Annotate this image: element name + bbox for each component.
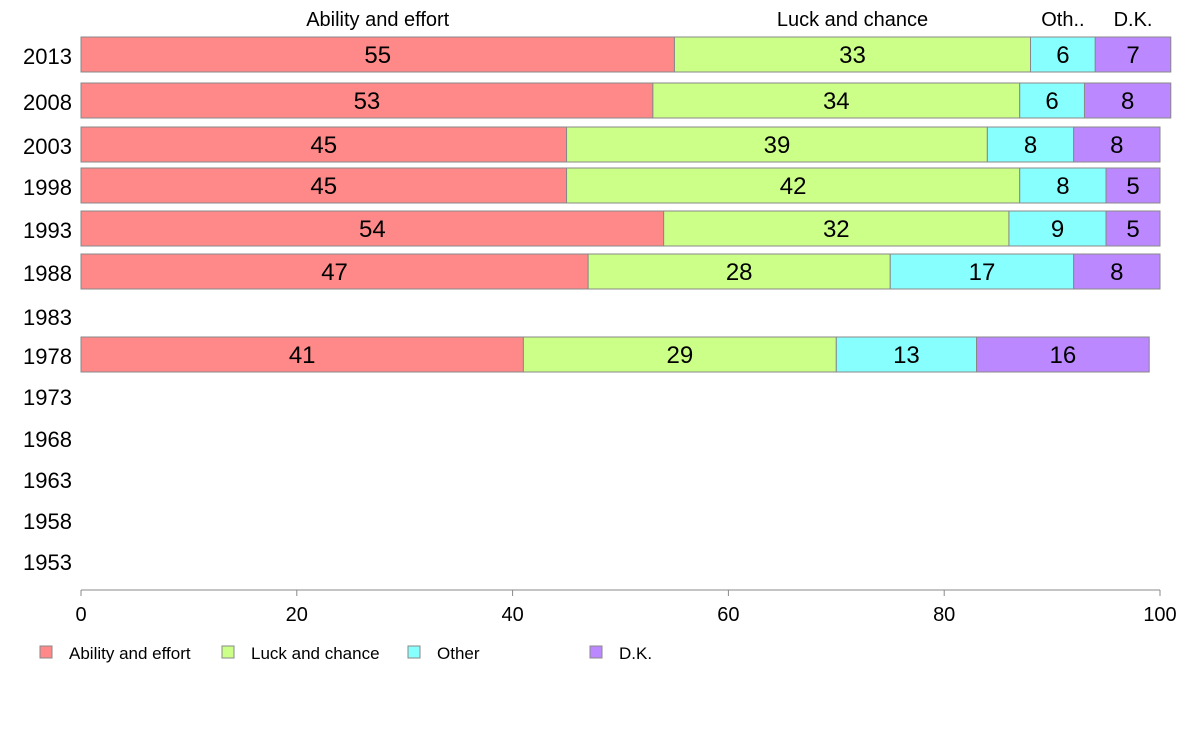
value-label-1988-ability-and-effort: 47: [321, 259, 348, 286]
top-label-luck-and-chance: Luck and chance: [777, 9, 928, 31]
bar-1988-other: [889, 253, 1075, 290]
value-label-2003-luck-and-chance: 39: [764, 132, 791, 159]
value-label-1978-d-k: 16: [1050, 342, 1077, 369]
value-label-1993-other: 9: [1051, 216, 1064, 243]
x-tick-label-0: 0: [75, 604, 86, 626]
top-label-other: Oth..: [1041, 9, 1084, 31]
bar-1978-ability-and-effort: [80, 336, 524, 373]
bar-1993-luck-and-chance: [663, 210, 1010, 247]
x-axis: 0 20 40 60 80 100: [75, 589, 1177, 626]
bar-2003-luck-and-chance: [566, 126, 988, 163]
bar-1978-d-k: [976, 336, 1150, 373]
y-tick-label-1968: 1968: [23, 427, 72, 452]
bar-2008-ability-and-effort: [80, 82, 654, 119]
x-tick-label-20: 20: [286, 604, 308, 626]
value-label-2003-ability-and-effort: 45: [310, 132, 337, 159]
value-label-1988-luck-and-chance: 28: [726, 259, 753, 286]
bar-1993-other: [1008, 210, 1107, 247]
top-label-ability-and-effort: Ability and effort: [306, 9, 449, 31]
y-tick-label-2008: 2008: [23, 90, 72, 115]
legend-label-luck-and-chance: Luck and chance: [251, 644, 380, 663]
bar-1993-d-k: [1105, 210, 1161, 247]
y-tick-label-1993: 1993: [23, 218, 72, 243]
value-label-1993-luck-and-chance: 32: [823, 216, 850, 243]
legend-swatch-other: [407, 645, 421, 659]
value-label-1988-other: 17: [969, 259, 996, 286]
value-label-2003-d-k: 8: [1110, 132, 1123, 159]
bar-1998-luck-and-chance: [566, 167, 1021, 204]
bar-2013-ability-and-effort: [80, 36, 675, 73]
y-tick-label-2003: 2003: [23, 134, 72, 159]
bar-1993-ability-and-effort: [80, 210, 665, 247]
value-label-1978-other: 13: [893, 342, 920, 369]
legend-swatch-d-k: [589, 645, 603, 659]
y-tick-label-1983: 1983: [23, 305, 72, 330]
value-label-1993-ability-and-effort: 54: [359, 216, 386, 243]
value-label-1998-d-k: 5: [1126, 173, 1139, 200]
bar-2003-d-k: [1073, 126, 1161, 163]
y-tick-label-1973: 1973: [23, 385, 72, 410]
bar-1988-ability-and-effort: [80, 253, 589, 290]
bar-1998-d-k: [1105, 167, 1161, 204]
y-tick-label-1978: 1978: [23, 344, 72, 369]
value-label-2008-other: 6: [1045, 88, 1058, 115]
legend: Ability and effort Luck and chance Other D.…: [39, 644, 652, 663]
legend-label-d-k: D.K.: [619, 644, 652, 663]
value-label-2008-d-k: 8: [1121, 88, 1134, 115]
value-label-2013-other: 6: [1056, 42, 1069, 69]
y-tick-label-2013: 2013: [23, 44, 72, 69]
legend-swatch-luck-and-chance: [221, 645, 235, 659]
value-label-1998-other: 8: [1056, 173, 1069, 200]
value-label-2013-d-k: 7: [1126, 42, 1139, 69]
value-label-1998-ability-and-effort: 45: [310, 173, 337, 200]
y-tick-label-1963: 1963: [23, 468, 72, 493]
x-tick-label-60: 60: [717, 604, 739, 626]
value-label-1993-d-k: 5: [1126, 216, 1139, 243]
y-axis-labels: 2013 2008 2003 1998 1993 1988 1983 1978 1973 1968…: [23, 44, 72, 575]
bar-segments: [80, 36, 1172, 373]
bar-1998-ability-and-effort: [80, 167, 568, 204]
bar-2013-luck-and-chance: [673, 36, 1032, 73]
legend-swatch-ability-and-effort: [39, 645, 53, 659]
y-tick-label-1958: 1958: [23, 509, 72, 534]
y-tick-label-1998: 1998: [23, 175, 72, 200]
x-tick-label-100: 100: [1143, 604, 1176, 626]
bar-2003-ability-and-effort: [80, 126, 568, 163]
bar-2008-other: [1019, 82, 1085, 119]
value-label-1988-d-k: 8: [1110, 259, 1123, 286]
legend-label-other: Other: [437, 644, 480, 663]
x-tick-label-40: 40: [501, 604, 523, 626]
top-label-d-k: D.K.: [1114, 9, 1153, 31]
value-label-2013-luck-and-chance: 33: [839, 42, 866, 69]
bar-1988-d-k: [1073, 253, 1161, 290]
value-label-2013-ability-and-effort: 55: [364, 42, 391, 69]
legend-label-ability-and-effort: Ability and effort: [69, 644, 191, 663]
bar-2013-d-k: [1094, 36, 1172, 73]
top-category-labels: Ability and effort Luck and chance Oth.. D.…: [306, 9, 1152, 31]
bar-2013-other: [1030, 36, 1096, 73]
bar-1978-other: [835, 336, 978, 373]
value-label-2008-luck-and-chance: 34: [823, 88, 850, 115]
y-tick-label-1953: 1953: [23, 550, 72, 575]
bar-value-labels: 55 33 6 753 34 6 845 39 8 845 42 8 554 32 9 547 28 17 841 2…: [289, 42, 1140, 369]
value-label-2008-ability-and-effort: 53: [354, 88, 381, 115]
value-label-1998-luck-and-chance: 42: [780, 173, 807, 200]
value-label-1978-ability-and-effort: 41: [289, 342, 316, 369]
bar-2008-d-k: [1083, 82, 1172, 119]
bar-2008-luck-and-chance: [652, 82, 1021, 119]
value-label-2003-other: 8: [1024, 132, 1037, 159]
value-label-1978-luck-and-chance: 29: [666, 342, 693, 369]
y-tick-label-1988: 1988: [23, 261, 72, 286]
x-tick-label-80: 80: [933, 604, 955, 626]
bar-1988-luck-and-chance: [587, 253, 891, 290]
